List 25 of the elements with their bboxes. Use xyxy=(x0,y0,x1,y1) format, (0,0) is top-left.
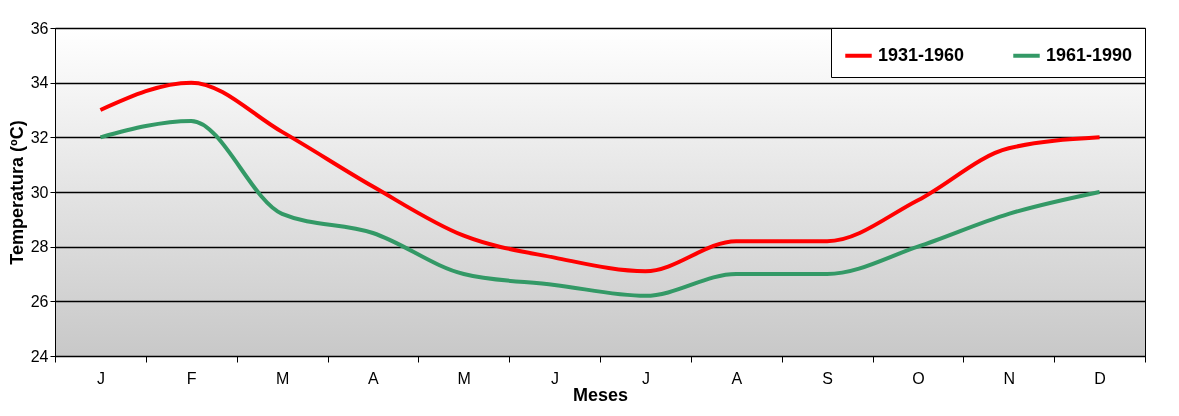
x-tick-label: D xyxy=(1094,369,1106,387)
x-tick-label: M xyxy=(457,369,471,387)
x-tick-label: F xyxy=(186,369,197,387)
x-axis-title: Meses xyxy=(572,384,629,405)
x-tick-label: A xyxy=(731,369,743,387)
y-tick-label: 30 xyxy=(30,183,49,201)
legend-label: 1931-1960 xyxy=(878,44,965,65)
x-tick-label: J xyxy=(551,369,560,387)
y-tick-label: 28 xyxy=(30,238,49,256)
x-tick-label: J xyxy=(96,369,105,387)
y-tick-label: 34 xyxy=(30,74,49,92)
x-tick-label: O xyxy=(912,369,925,387)
legend-label: 1961-1990 xyxy=(1046,44,1133,65)
x-tick-label: S xyxy=(822,369,833,387)
line-series xyxy=(98,118,1102,298)
x-tick-label: A xyxy=(368,369,380,387)
y-tick-label: 32 xyxy=(30,128,49,146)
line-series xyxy=(98,80,1102,274)
y-tick-label: 24 xyxy=(30,347,49,365)
y-tick-label: 36 xyxy=(30,19,49,37)
x-tick-label: N xyxy=(1003,369,1016,387)
x-tick-label: J xyxy=(641,369,650,387)
y-axis-title: Temperatura (ºC) xyxy=(6,120,27,265)
y-tick-label: 26 xyxy=(30,292,49,310)
x-tick-label: M xyxy=(275,369,290,387)
